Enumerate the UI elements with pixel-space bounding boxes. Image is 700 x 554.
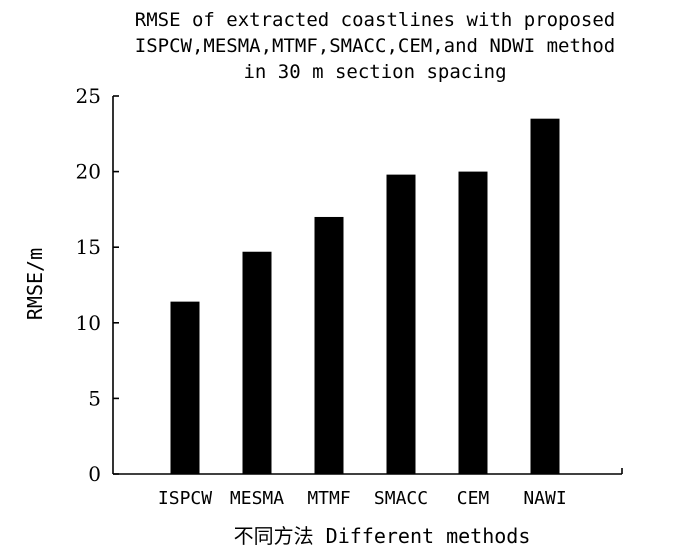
chart-title-line-3: in 30 m section spacing bbox=[243, 61, 506, 83]
chart-title-line-2: ISPCW,MESMA,MTMF,SMACC,CEM,and NDWI meth… bbox=[135, 35, 615, 57]
x-tick-label: CEM bbox=[457, 488, 490, 509]
x-tick-label: MESMA bbox=[230, 488, 284, 509]
x-tick-label: ISPCW bbox=[158, 488, 212, 509]
y-axis-label: RMSE/m bbox=[23, 248, 47, 320]
y-tick-label: 0 bbox=[88, 462, 101, 486]
x-axis-label: 不同方法 Different methods bbox=[234, 524, 531, 548]
chart-title-line-1: RMSE of extracted coastlines with propos… bbox=[135, 9, 615, 31]
y-tick-label: 5 bbox=[88, 386, 101, 410]
bar-ispcw bbox=[170, 301, 200, 474]
y-tick-label: 10 bbox=[76, 311, 101, 335]
x-tick-label: SMACC bbox=[374, 488, 428, 509]
bars bbox=[170, 118, 560, 475]
x-axis-tick-labels: ISPCW MESMA MTMF SMACC CEM NAWI bbox=[158, 488, 567, 509]
bar-mtmf bbox=[314, 216, 344, 474]
bar-smacc bbox=[386, 174, 416, 474]
y-axis-ticks: 0 5 10 15 20 25 bbox=[76, 84, 119, 486]
bar-cem bbox=[458, 171, 488, 474]
x-tick-label: NAWI bbox=[523, 488, 566, 509]
y-tick-label: 15 bbox=[76, 235, 101, 259]
bar-nawi bbox=[530, 118, 560, 475]
y-tick-label: 25 bbox=[76, 84, 101, 108]
y-tick-label: 20 bbox=[76, 160, 101, 184]
x-tick-label: MTMF bbox=[307, 488, 350, 509]
bar-mesma bbox=[242, 251, 272, 474]
chart-title: RMSE of extracted coastlines with propos… bbox=[135, 9, 615, 83]
